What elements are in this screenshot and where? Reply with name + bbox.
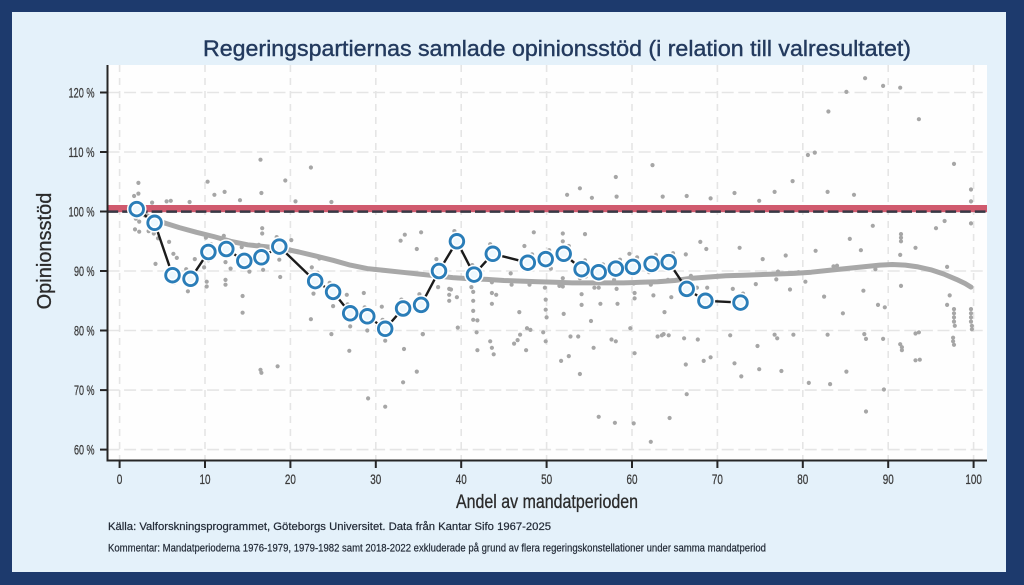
svg-text:80: 80 [797, 471, 808, 487]
svg-text:20: 20 [285, 471, 296, 487]
svg-text:50: 50 [541, 471, 552, 487]
svg-text:Opinionsstöd: Opinionsstöd [34, 193, 56, 310]
svg-text:100 %: 100 % [69, 203, 95, 219]
svg-text:90 %: 90 % [74, 263, 95, 279]
svg-text:Kommentar: Mandatperioderna 19: Kommentar: Mandatperioderna 1976-1979, 1… [108, 543, 766, 555]
svg-text:0: 0 [117, 471, 123, 487]
svg-text:10: 10 [200, 471, 211, 487]
svg-text:100: 100 [965, 471, 982, 487]
svg-text:110 %: 110 % [69, 144, 95, 160]
svg-text:120 %: 120 % [69, 84, 95, 100]
svg-text:90: 90 [883, 471, 894, 487]
svg-text:70: 70 [712, 471, 723, 487]
svg-text:80 %: 80 % [74, 322, 95, 338]
svg-text:Regeringspartiernas samlade op: Regeringspartiernas samlade opinionsstöd… [203, 36, 911, 61]
svg-text:Källa: Valforskningsprogrammet: Källa: Valforskningsprogrammet, Göteborg… [108, 521, 551, 533]
svg-text:60 %: 60 % [74, 442, 95, 458]
svg-text:30: 30 [370, 471, 381, 487]
svg-text:40: 40 [456, 471, 467, 487]
svg-text:60: 60 [627, 471, 638, 487]
svg-text:70 %: 70 % [74, 382, 95, 398]
svg-text:Andel av mandatperioden: Andel av mandatperioden [456, 492, 638, 513]
